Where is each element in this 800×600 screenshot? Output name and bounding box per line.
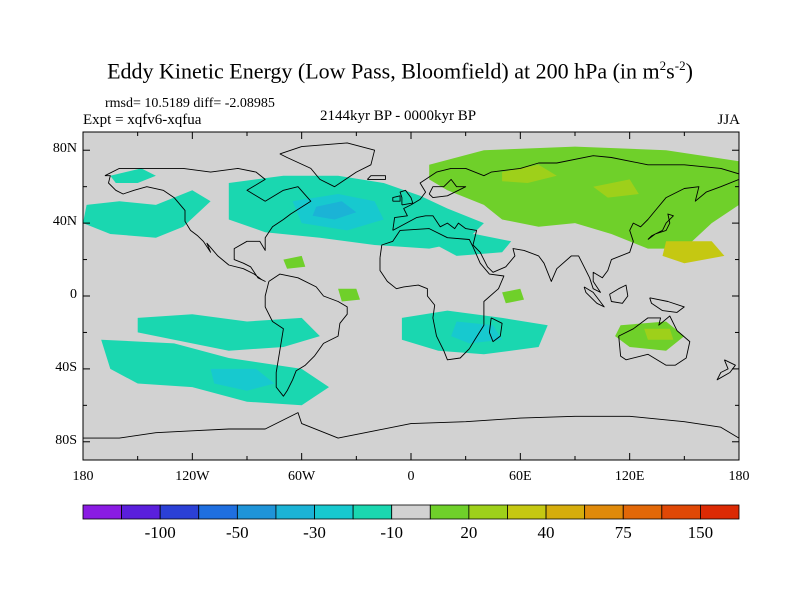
coastline-north-america [104, 167, 312, 282]
coastline-greenland [279, 142, 376, 188]
colorbar-swatch-7 [352, 504, 393, 520]
colorbar-label-0: -100 [144, 523, 176, 542]
region-alaska-negative [110, 168, 156, 183]
coastline-antarctica [83, 412, 739, 439]
coastline-borneo [609, 284, 629, 304]
coastline-south-america [264, 273, 348, 397]
colorbar-label-2: -30 [303, 523, 326, 542]
x-tick-label-0: 180 [72, 469, 94, 484]
coastline-japan [647, 213, 674, 240]
colorbar-swatch-13 [584, 504, 624, 520]
colorbar-swatch-15 [661, 504, 701, 520]
x-tick-label-6: 180 [728, 469, 750, 484]
colorbar-swatch-0 [82, 504, 122, 520]
period-label: 2144kyr BP - 0000kyr BP [320, 108, 477, 124]
x-tick-label-1: 120W [175, 469, 210, 484]
y-tick-label-2: 0 [70, 287, 77, 302]
coastline-sumatra [583, 286, 605, 308]
y-tick-label-4: 80S [55, 432, 77, 448]
region-south-indian-core [451, 321, 503, 344]
colorbar-swatch-4 [236, 504, 277, 520]
region-eurasia-medium-2 [593, 179, 639, 198]
colorbar-swatch-5 [275, 504, 315, 520]
experiment-label: Expt = xqfv6-xqfua [83, 112, 202, 128]
region-caribbean-positive [283, 255, 306, 269]
colorbar-swatch-1 [121, 504, 161, 520]
axis-ticks [82, 132, 740, 460]
rmsd-diff-text: rmsd= 10.5189 diff= -2.08985 [105, 96, 275, 111]
region-north-atlantic-center [312, 201, 357, 220]
colorbar-swatch-6 [314, 504, 354, 520]
colorbar-label-3: -10 [380, 523, 404, 542]
colorbar-swatch-14 [622, 504, 663, 520]
coastline-new-zealand [716, 359, 736, 381]
region-africa-positive [502, 288, 524, 304]
colorbar-swatch-11 [507, 504, 547, 520]
coastline-scandinavia-gulf [428, 178, 467, 199]
colorbar-label-1: -50 [226, 523, 249, 542]
colorbar-swatch-3 [198, 504, 238, 520]
season-label: JJA [717, 112, 740, 128]
anomaly-regions [83, 146, 739, 406]
title-unit-s: s [666, 58, 675, 84]
title-text: Eddy Kinetic Energy (Low Pass, Bloomfiel… [107, 58, 660, 84]
colorbar-swatch-16 [700, 504, 740, 520]
title-close-paren: ) [685, 58, 693, 84]
region-north-pacific-negative [83, 190, 211, 238]
coastlines [83, 142, 739, 439]
coastline-madagascar [488, 317, 503, 343]
title-superscript-2: 2 [659, 58, 667, 73]
coastline-australia [618, 315, 691, 366]
region-arabia-negative [429, 234, 512, 256]
colorbar-label-6: 75 [614, 523, 632, 542]
x-tick-label-5: 120E [614, 469, 645, 484]
colorbar-swatch-10 [468, 504, 508, 520]
colorbar-swatch-9 [429, 504, 470, 520]
coastline-africa [379, 228, 505, 361]
coastline-iceland [366, 175, 386, 180]
colorbar [82, 504, 740, 520]
colorbar-swatch-8 [391, 504, 431, 520]
y-tick-label-3: 40S [55, 359, 77, 375]
region-south-america-positive [338, 288, 360, 302]
x-tick-label-2: 60W [288, 469, 316, 484]
region-west-pacific-strong [662, 241, 725, 264]
y-tick-label-0: 80N [52, 141, 77, 157]
colorbar-swatch-12 [545, 504, 586, 520]
colorbar-swatch-2 [159, 504, 200, 520]
region-southern-ocean-core [210, 368, 275, 391]
coastline-britain [399, 189, 414, 206]
colorbar-label-7: 150 [687, 523, 714, 542]
x-tick-label-3: 0 [407, 469, 415, 484]
x-tick-label-4: 60E [509, 469, 532, 484]
region-australia-medium [644, 328, 674, 340]
colorbar-label-5: 40 [537, 523, 555, 542]
chart-title: Eddy Kinetic Energy (Low Pass, Bloomfiel… [0, 58, 800, 84]
coastline-eurasia [392, 155, 739, 293]
coastline-new-guinea [649, 297, 685, 313]
title-superscript-minus2: -2 [674, 58, 686, 73]
colorbar-label-4: 20 [460, 523, 478, 542]
y-tick-label-1: 40N [52, 214, 77, 230]
coastline-ireland [392, 195, 401, 202]
region-south-pacific-negative [137, 314, 320, 351]
region-eurasia-medium-1 [502, 164, 557, 183]
